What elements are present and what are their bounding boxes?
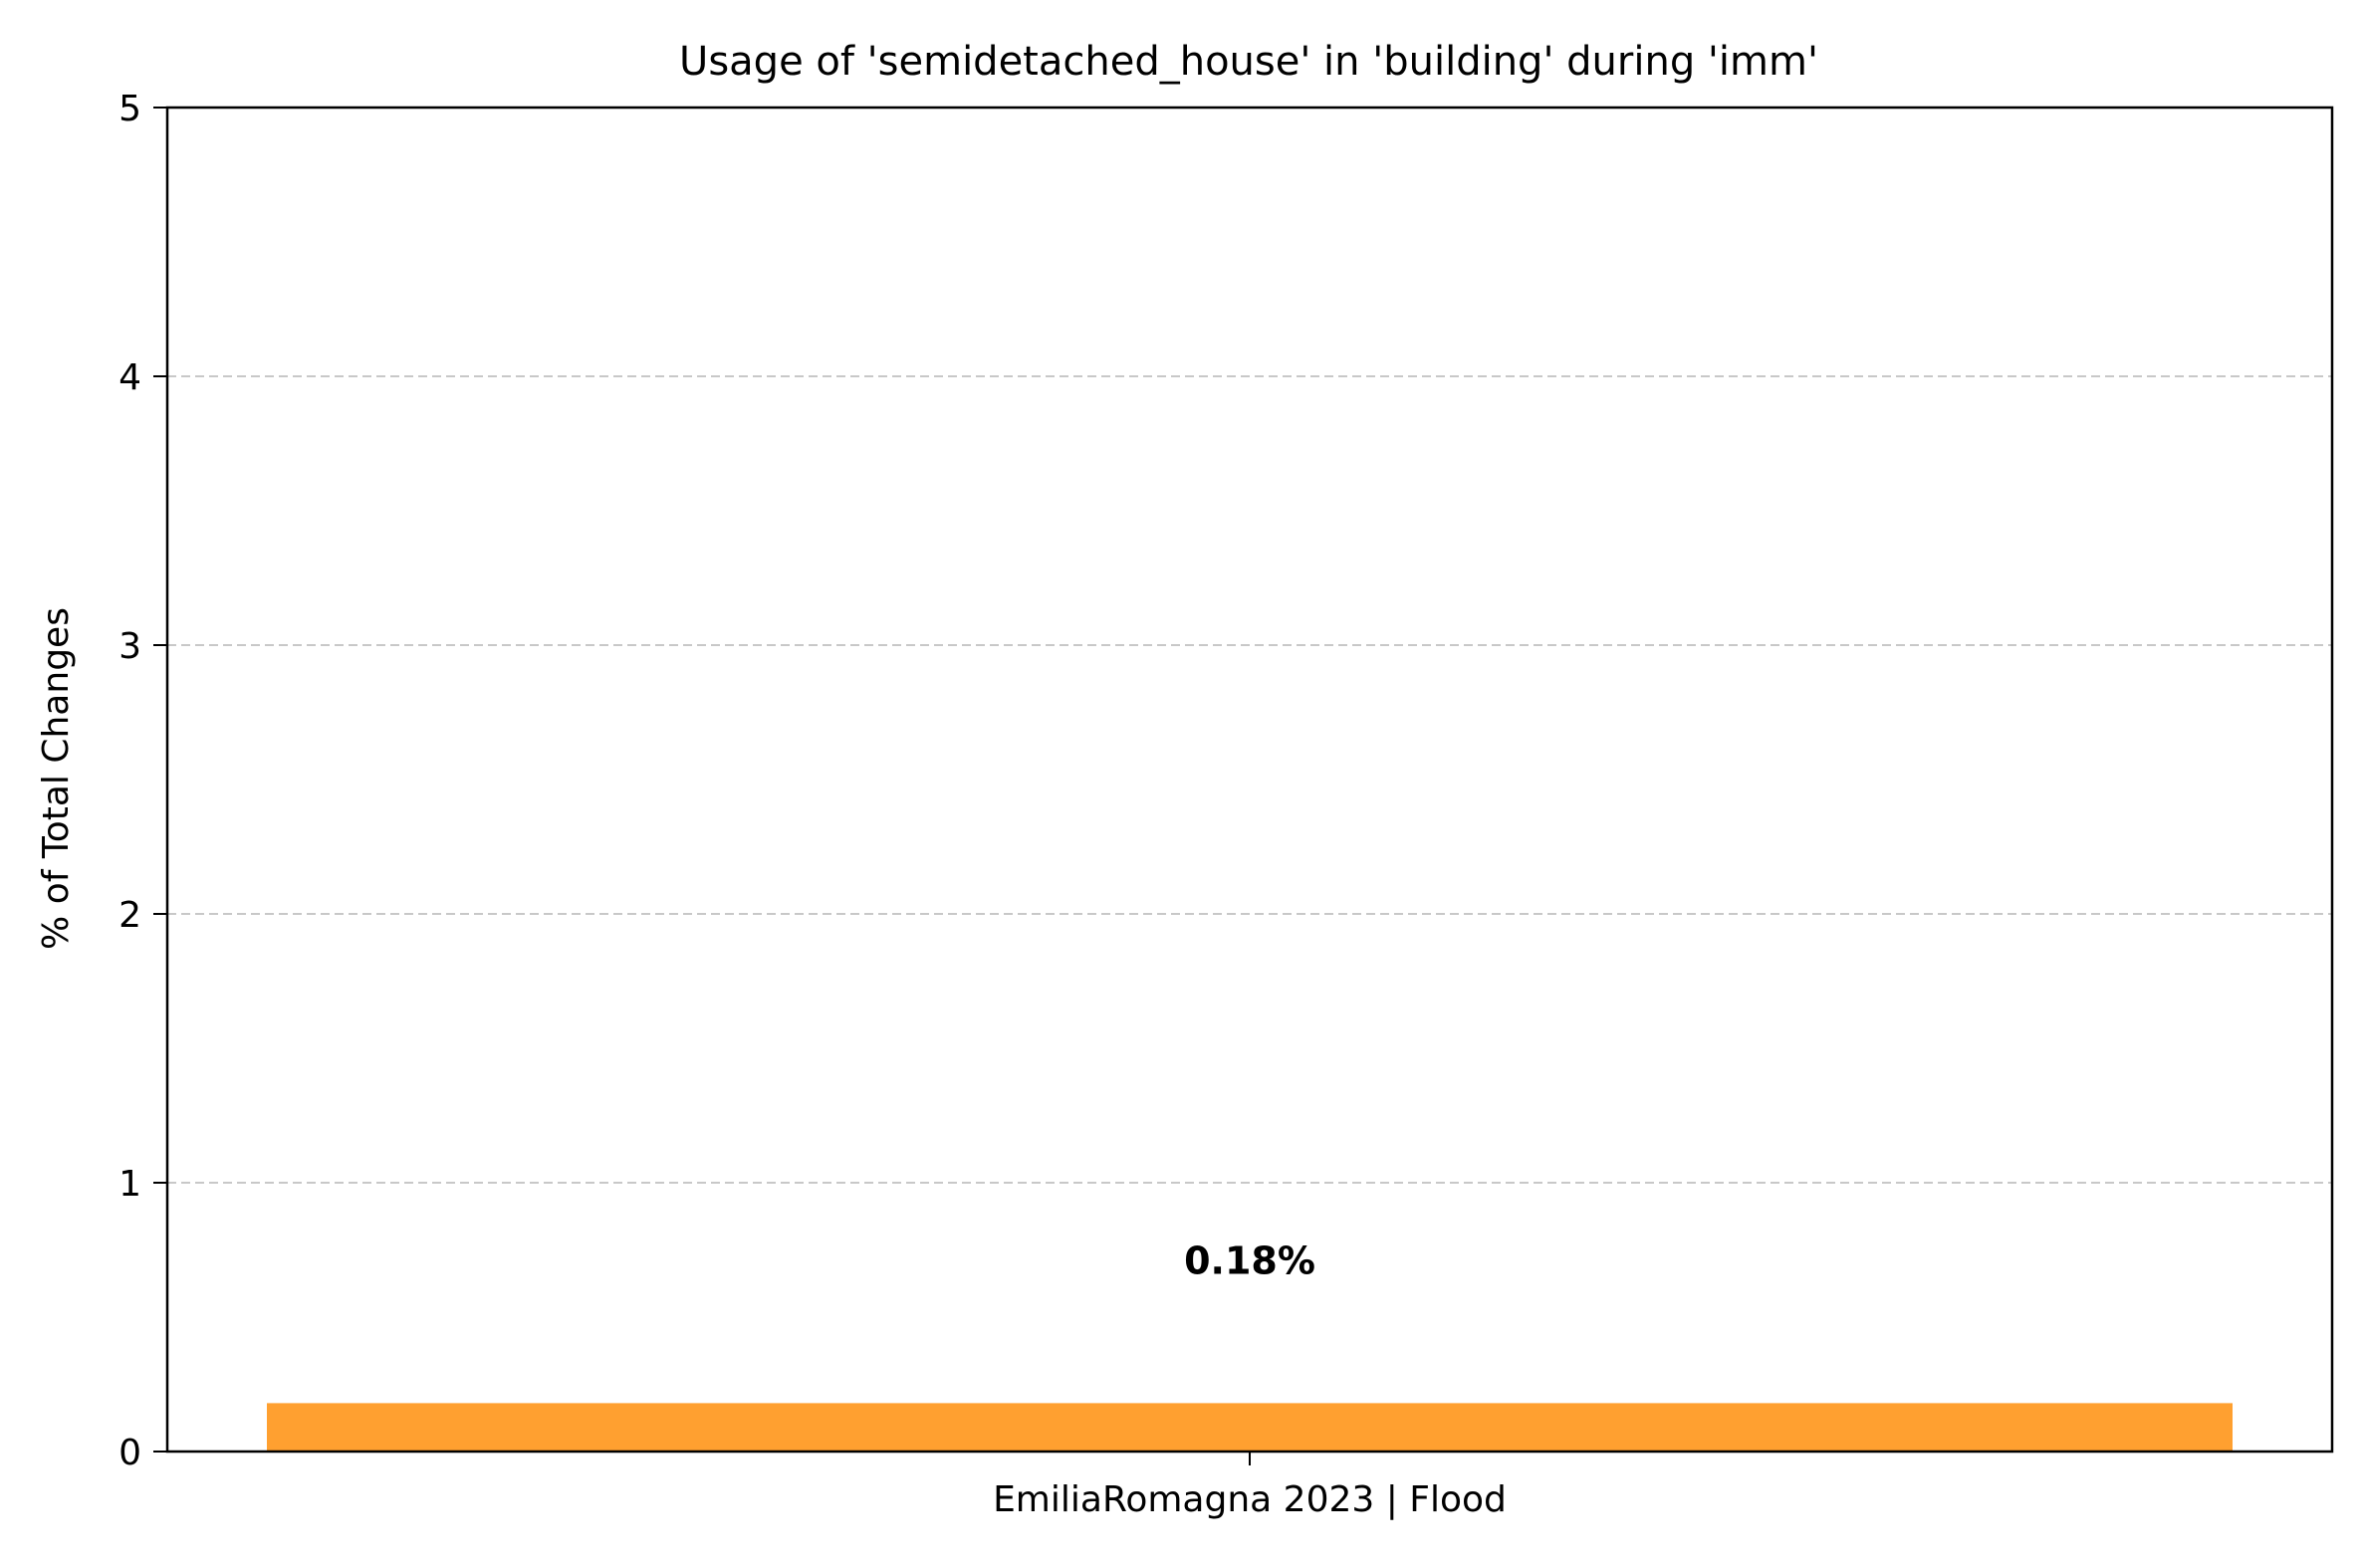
y-tick-label-2: 2 <box>118 895 141 936</box>
y-axis-label: % of Total Changes <box>36 607 77 950</box>
y-tick-label-1: 1 <box>118 1164 141 1205</box>
x-tick-label-0: EmiliaRomagna 2023 | Flood <box>993 1479 1507 1520</box>
grid-lines <box>167 375 2332 1184</box>
bar-0 <box>267 1403 2233 1452</box>
y-tick-label-4: 4 <box>118 357 141 398</box>
y-tick-label-0: 0 <box>118 1433 141 1473</box>
bar-value-label-0: 0.18% <box>1184 1238 1315 1282</box>
y-tick-label-3: 3 <box>118 626 141 667</box>
y-tick-label-5: 5 <box>118 89 141 129</box>
chart-title: Usage of 'semidetached_house' in 'buildi… <box>679 39 1818 85</box>
bars <box>267 1403 2233 1452</box>
ticks: EmiliaRomagna 2023 | Flood 0 1 2 3 4 5 <box>118 89 1507 1520</box>
value-labels: 0.18% <box>1184 1238 1315 1282</box>
